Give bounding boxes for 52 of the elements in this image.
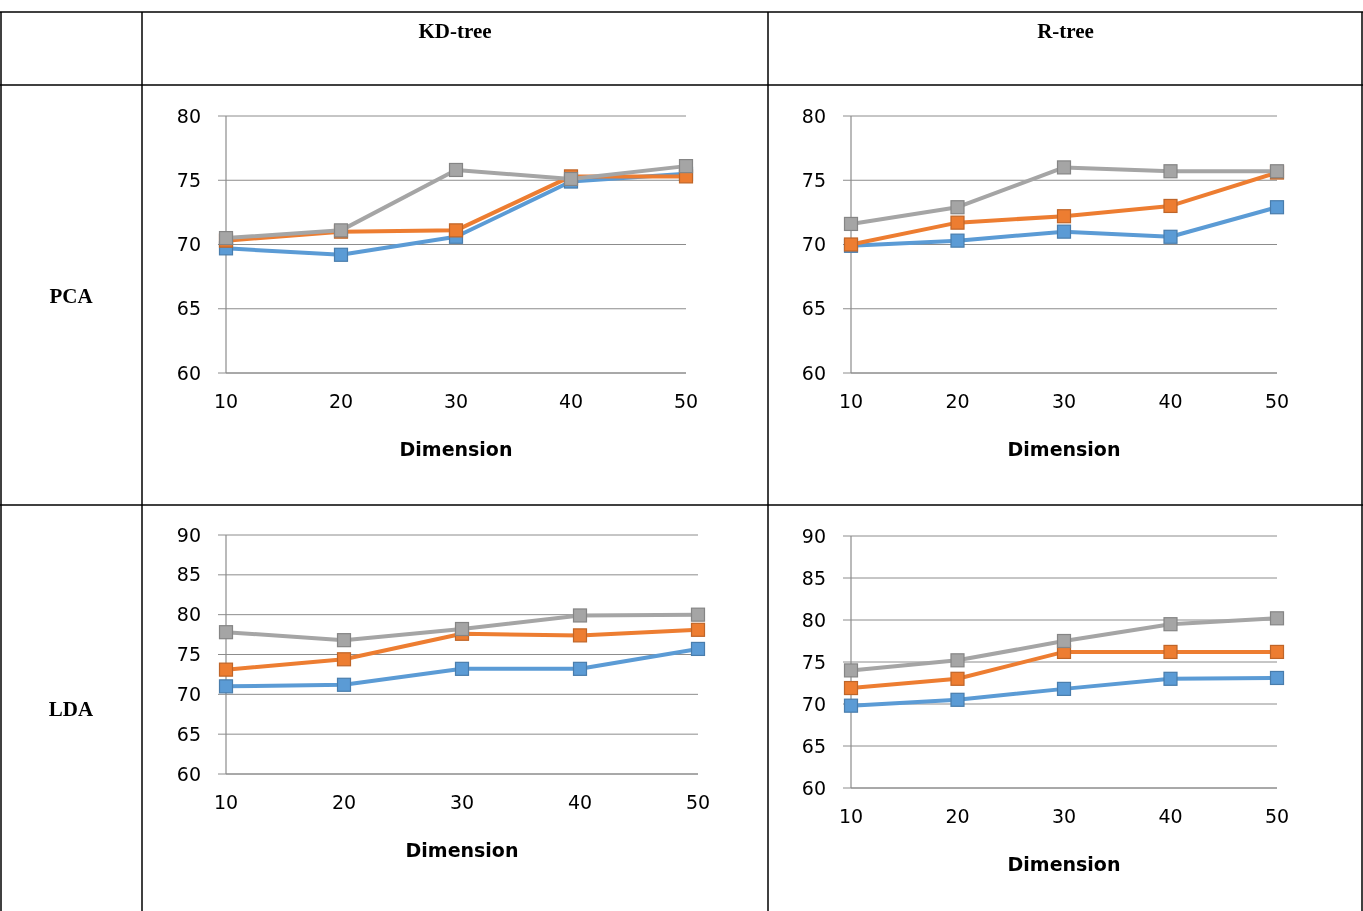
y-tick-label: 80 [176, 603, 201, 626]
x-tick-label: 50 [1264, 390, 1290, 412]
y-tick-label: 75 [801, 168, 826, 191]
y-tick-label: 60 [801, 361, 826, 384]
x-tick-label: 50 [673, 390, 699, 412]
x-axis-title: Dimension [399, 438, 513, 460]
x-tick-label: 50 [1264, 805, 1290, 827]
x-tick-label: 30 [1051, 805, 1077, 827]
y-tick-label: 75 [176, 168, 201, 191]
x-tick-label: 30 [443, 390, 469, 412]
x-axis-title: Dimension [1007, 438, 1121, 460]
x-tick-label: 40 [567, 791, 593, 813]
y-tick-label: 65 [176, 297, 201, 320]
y-tick-label: 60 [176, 361, 201, 384]
x-tick-label: 40 [1158, 390, 1183, 412]
text: LDA [48, 697, 94, 721]
y-tick-label: 70 [176, 682, 201, 705]
x-tick-label: 50 [685, 791, 711, 813]
y-tick-label: 90 [801, 524, 826, 547]
x-tick-label: 10 [838, 390, 864, 412]
x-tick-label: 20 [331, 791, 357, 813]
x-tick-label: 30 [1051, 390, 1077, 412]
x-tick-label: 40 [1158, 805, 1183, 827]
y-tick-label: 65 [801, 734, 826, 757]
x-tick-label: 10 [213, 791, 239, 813]
y-tick-label: 80 [801, 104, 826, 127]
y-tick-label: 90 [176, 523, 201, 546]
y-tick-label: 70 [801, 692, 826, 715]
chart-title: KD-tree [418, 19, 492, 43]
y-tick-label: 80 [801, 608, 826, 631]
y-tick-label: 85 [801, 566, 826, 589]
y-tick-label: 60 [801, 776, 826, 799]
y-tick-label: 75 [176, 643, 201, 666]
x-tick-label: 10 [213, 390, 239, 412]
x-tick-label: 20 [328, 390, 354, 412]
x-tick-label: 20 [945, 805, 970, 827]
x-tick-label: 30 [449, 791, 475, 813]
y-tick-label: 70 [176, 233, 201, 256]
y-tick-label: 60 [176, 762, 201, 785]
x-tick-label: 10 [838, 805, 864, 827]
text: PCA [49, 284, 94, 308]
y-tick-label: 85 [176, 563, 201, 586]
x-axis-title: Dimension [405, 839, 519, 861]
chart-title: R-tree [1037, 19, 1094, 43]
y-tick-label: 75 [801, 650, 826, 673]
x-tick-label: 40 [558, 390, 584, 412]
x-tick-label: 20 [945, 390, 970, 412]
y-tick-label: 80 [176, 104, 201, 127]
y-tick-label: 65 [176, 722, 201, 745]
y-tick-label: 70 [801, 233, 826, 256]
y-tick-label: 65 [801, 297, 826, 320]
x-axis-title: Dimension [1007, 853, 1121, 875]
